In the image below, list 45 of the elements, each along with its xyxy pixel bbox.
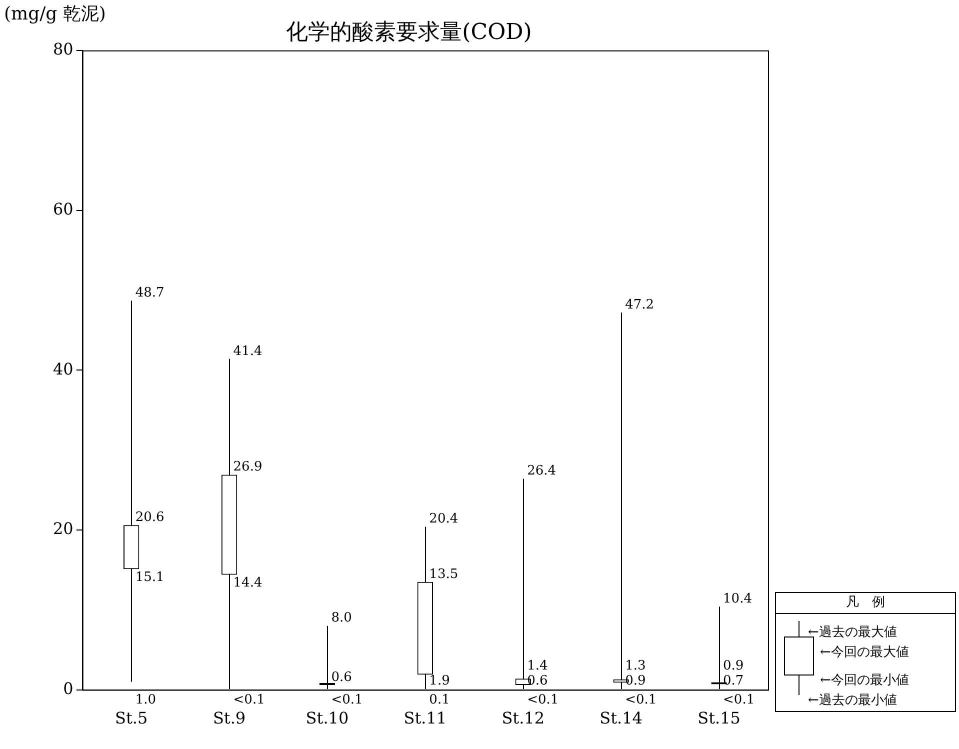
- annotation: 14.4: [233, 576, 262, 591]
- annotation: <0.1: [233, 692, 265, 708]
- annotation: 1.4: [527, 658, 548, 674]
- x-tick-label: St.14: [600, 708, 642, 728]
- annotation: 41.4: [233, 344, 262, 359]
- annotation: <0.1: [625, 692, 657, 708]
- y-tick-label: 80: [53, 40, 74, 59]
- x-tick-label: St.5: [115, 708, 148, 728]
- annotation: 0.7: [723, 674, 744, 689]
- annotation: 47.2: [625, 297, 654, 312]
- annotation: 26.4: [527, 464, 556, 479]
- annotation: 8.0: [331, 610, 352, 626]
- annotation: 10.4: [723, 592, 752, 607]
- text: ←今回の最小値: [820, 672, 909, 689]
- y-tick-label: 20: [53, 519, 74, 538]
- text: ←過去の最大値: [808, 624, 897, 641]
- annotation: 20.6: [135, 510, 164, 526]
- x-tick-label: St.9: [212, 708, 246, 728]
- x-tick-label: St.15: [698, 708, 740, 728]
- text: ←今回の最大値: [820, 644, 909, 661]
- y-tick-label: 60: [53, 199, 74, 218]
- annotation: 0.9: [625, 674, 646, 689]
- annotation: 26.9: [233, 460, 262, 475]
- y-tick-label: 0: [63, 678, 74, 698]
- annotation: 0.1: [429, 692, 450, 708]
- annotation: 13.5: [429, 566, 458, 582]
- annotation: <0.1: [723, 692, 755, 708]
- y-tick-label: 40: [53, 359, 74, 378]
- annotation: 15.1: [135, 570, 164, 585]
- annotation: 1.3: [625, 658, 646, 674]
- x-tick-label: St.11: [404, 708, 447, 728]
- annotation: 1.0: [135, 692, 156, 708]
- annotation: <0.1: [527, 692, 559, 708]
- annotation: 1.9: [429, 674, 450, 689]
- x-tick-label: St.12: [502, 708, 545, 728]
- annotation: 20.4: [429, 512, 458, 527]
- y-axis-title: (mg/g 乾泥): [4, 4, 106, 25]
- annotation: 0.9: [723, 658, 744, 674]
- chart-title: 化学的酸素要求量(COD): [286, 20, 532, 45]
- annotation: <0.1: [331, 692, 363, 708]
- text: ←過去の最小値: [808, 692, 897, 709]
- text: 凡 例: [776, 593, 955, 614]
- annotation: 0.6: [331, 670, 352, 685]
- annotation: 48.7: [135, 285, 164, 300]
- x-tick-label: St.10: [306, 708, 349, 728]
